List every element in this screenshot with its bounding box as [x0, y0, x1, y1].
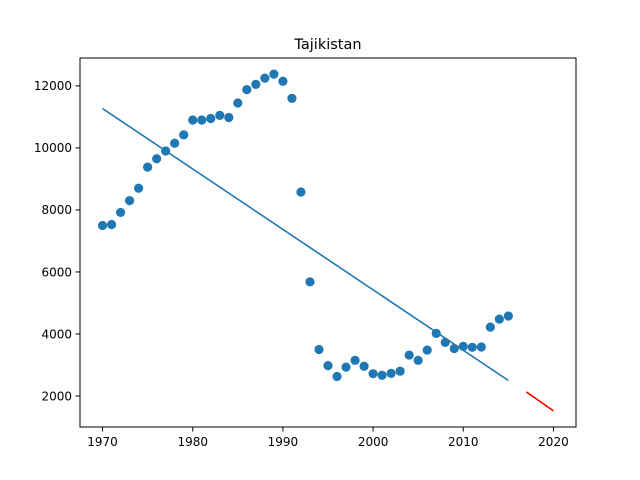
data-point-2002: [386, 368, 396, 378]
y-tick-label-6000: 6000: [41, 265, 72, 279]
data-point-2009: [449, 343, 459, 354]
data-point-1996: [332, 371, 342, 382]
axes-frame: [79, 57, 577, 428]
x-tick-label-2010: 2010: [448, 435, 479, 449]
data-point-1989: [269, 69, 279, 79]
data-point-2004: [404, 350, 414, 360]
y-tick-label-4000: 4000: [41, 327, 72, 341]
data-point-1988: [260, 73, 270, 83]
data-point-1975: [143, 162, 153, 172]
data-point-1972: [115, 207, 126, 218]
data-point-2005: [413, 355, 423, 365]
data-point-1993: [305, 277, 315, 287]
data-point-1976: [152, 154, 162, 164]
data-point-1991: [287, 93, 297, 103]
x-tick-label-2020: 2020: [538, 435, 569, 449]
data-point-1982: [206, 113, 216, 124]
data-point-1974: [134, 183, 144, 193]
x-tick-label-2000: 2000: [358, 435, 389, 449]
data-point-2015: [503, 311, 513, 321]
axes: 1970 1980 1990 2000 2010 2020 2000 4000 6000 8000…: [34, 57, 577, 449]
forecast-line: [525, 391, 554, 412]
y-tick-label-12000: 12000: [34, 79, 72, 93]
data-point-1995: [323, 361, 333, 371]
data-point-1973: [125, 196, 135, 206]
data-point-2006: [422, 345, 432, 355]
chart-title: Tajikistan: [293, 37, 361, 53]
x-tick-label-1990: 1990: [268, 435, 299, 449]
data-point-1983: [215, 110, 225, 120]
data-point-1997: [341, 362, 351, 372]
data-point-1985: [233, 98, 243, 108]
data-point-2012: [476, 342, 486, 352]
data-point-2001: [377, 370, 387, 380]
data-point-1979: [179, 130, 189, 140]
data-point-1970: [97, 220, 108, 231]
y-tick-label-8000: 8000: [41, 203, 72, 217]
data-point-1999: [359, 361, 369, 371]
data-point-1978: [170, 138, 180, 148]
data-point-1986: [242, 85, 252, 95]
data-point-1971: [106, 219, 117, 230]
data-point-2013: [485, 322, 495, 332]
x-tick-label-1980: 1980: [177, 435, 208, 449]
data-point-2000: [368, 369, 378, 379]
plot-marks: [97, 69, 554, 412]
data-point-1994: [314, 344, 324, 355]
data-point-1992: [296, 187, 306, 197]
data-point-1987: [251, 79, 261, 89]
data-point-1998: [350, 355, 360, 365]
data-point-1990: [278, 76, 288, 86]
data-point-1984: [224, 112, 234, 123]
data-point-2003: [395, 366, 405, 376]
x-tick-label-1970: 1970: [87, 435, 118, 449]
y-tick-label-10000: 10000: [34, 141, 72, 155]
data-point-2011: [467, 342, 477, 352]
data-point-1981: [197, 115, 207, 125]
data-point-2014: [494, 314, 504, 324]
y-tick-label-2000: 2000: [41, 389, 72, 403]
data-point-1980: [188, 115, 198, 125]
trend-line: [102, 107, 509, 382]
